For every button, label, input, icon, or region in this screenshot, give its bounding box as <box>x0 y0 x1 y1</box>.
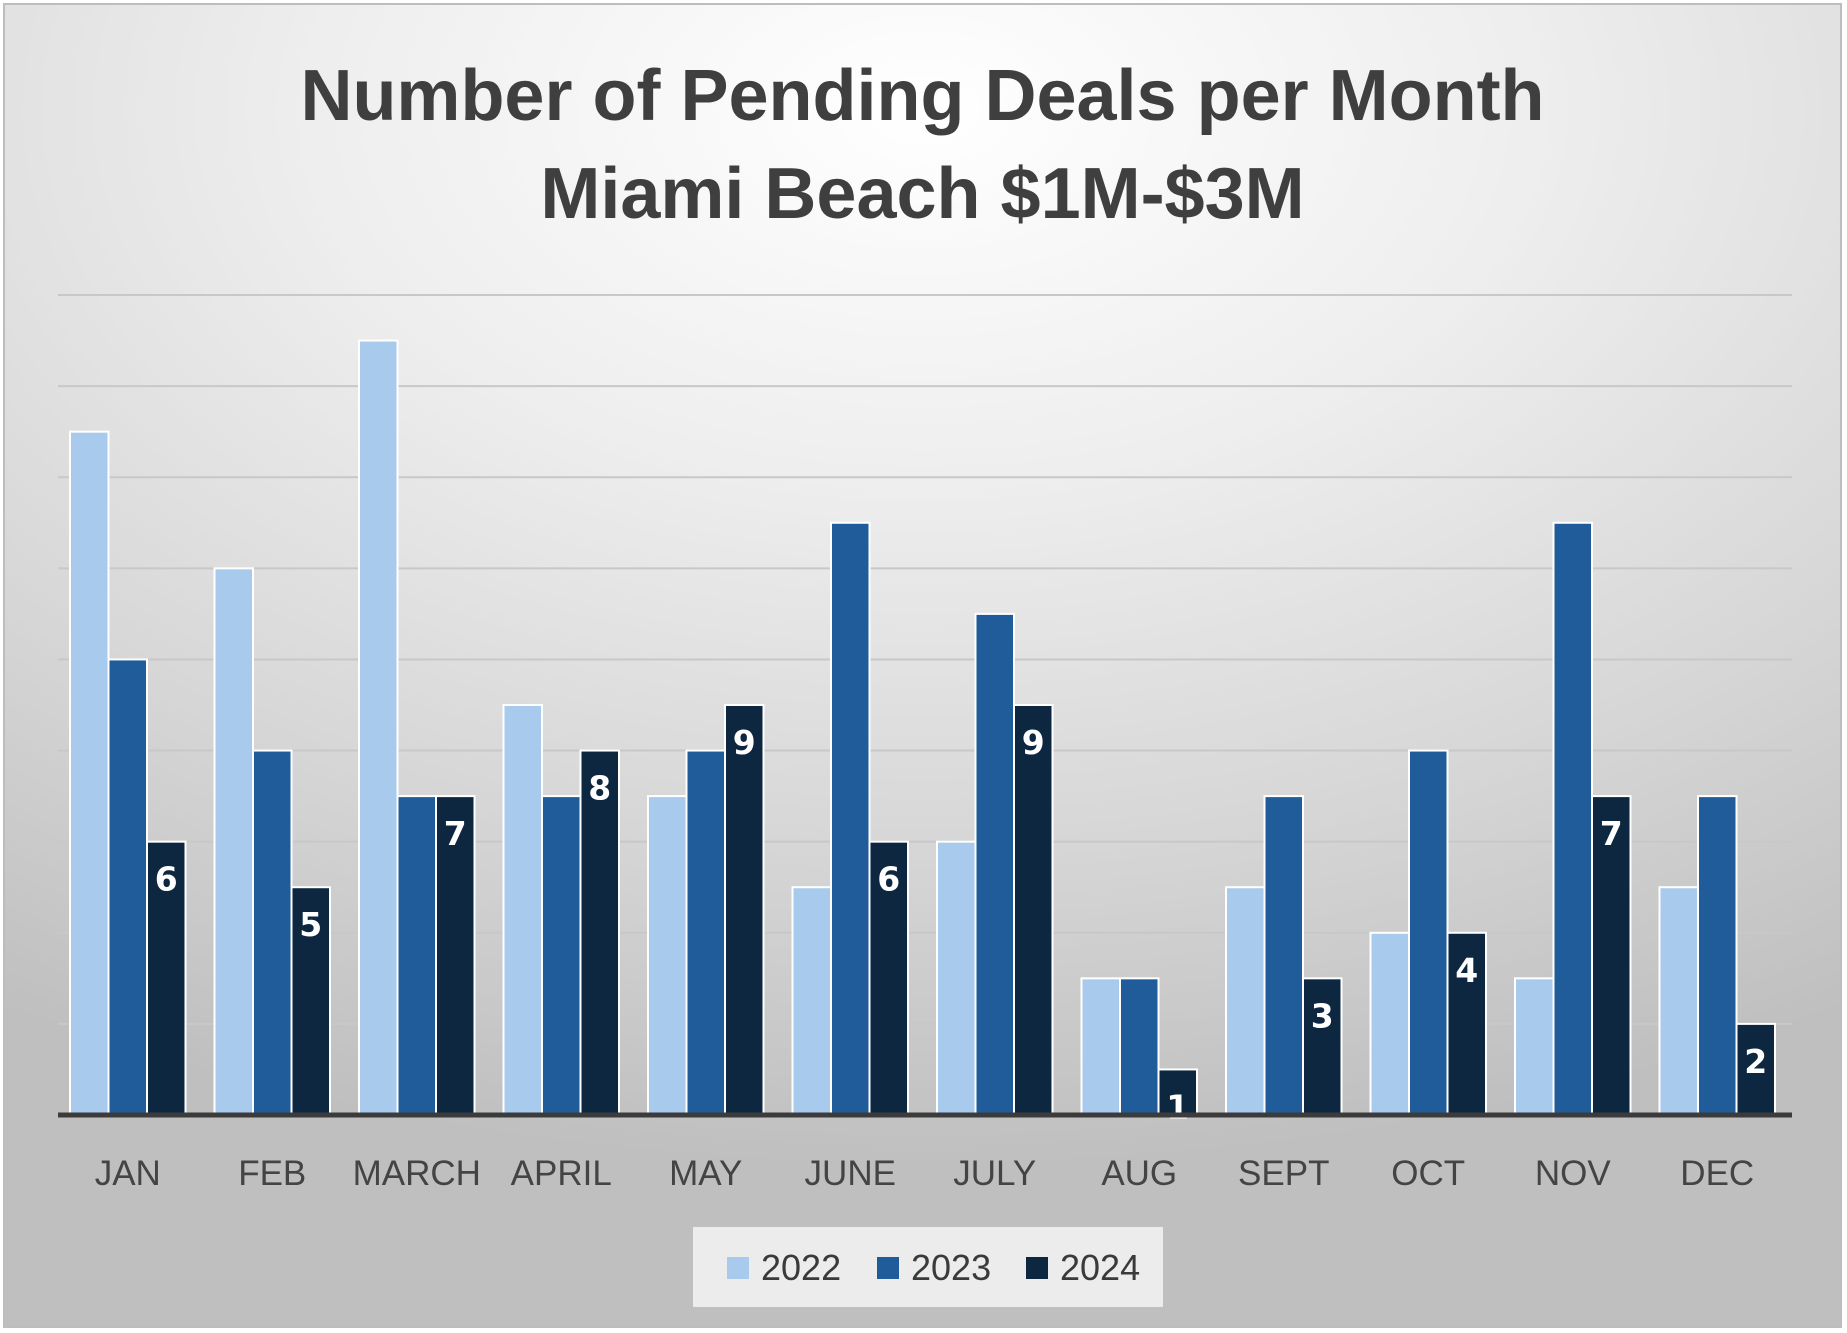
data-label-march: 7 <box>444 814 467 853</box>
bar-2024-jan <box>146 840 187 1117</box>
bar-2023-may <box>685 749 726 1116</box>
bar-2022-oct <box>1369 931 1410 1116</box>
x-axis: JAN FEB MARCH APRIL MAY JUNE JULY AUG SEPT OCT NOV… <box>58 1112 1792 1193</box>
x-tick-label: MARCH <box>353 1154 481 1193</box>
legend-swatch-2024 <box>1026 1257 1048 1279</box>
bar-2023-july <box>974 612 1015 1117</box>
legend-label-2022: 2022 <box>761 1247 841 1288</box>
data-label-sept: 3 <box>1311 996 1334 1035</box>
legend: 2022 2023 2024 <box>693 1227 1163 1307</box>
bar-2023-nov <box>1552 521 1593 1116</box>
bar-2022-dec <box>1658 886 1699 1116</box>
x-tick-label: NOV <box>1535 1154 1612 1193</box>
data-labels: 6 5 7 8 9 6 9 1 3 4 7 2 <box>155 723 1767 1126</box>
bar-2023-march <box>396 795 437 1116</box>
bar-2022-sept <box>1225 886 1266 1116</box>
x-tick-label: DEC <box>1680 1154 1754 1193</box>
bar-2022-june <box>791 886 832 1116</box>
bar-2022-jan <box>69 430 110 1116</box>
bar-2022-feb <box>213 567 254 1116</box>
bar-2023-jan <box>107 658 148 1116</box>
gridlines <box>58 294 1792 1025</box>
bar-2022-march <box>358 339 399 1116</box>
chart-title-line: Number of Pending Deals per Month <box>300 56 1545 136</box>
legend-label-2023: 2023 <box>911 1247 991 1288</box>
bar-2024-march <box>435 795 476 1116</box>
data-label-june: 6 <box>877 860 900 899</box>
legend-swatch-2023 <box>877 1257 899 1279</box>
bar-2023-april <box>541 795 582 1116</box>
chart-frame: Number of Pending Deals per Month Miami … <box>3 3 1842 1328</box>
bar-2023-sept <box>1263 795 1304 1116</box>
legend-box <box>693 1227 1163 1307</box>
bar-2022-may <box>647 795 688 1116</box>
data-label-may: 9 <box>733 723 756 762</box>
x-tick-label: APRIL <box>511 1154 612 1193</box>
bar-2023-june <box>830 521 871 1116</box>
bar-2023-dec <box>1697 795 1738 1116</box>
bar-2023-aug <box>1119 977 1160 1116</box>
x-tick-label: SEPT <box>1238 1154 1329 1193</box>
bar-2024-may <box>724 704 765 1116</box>
bar-2022-april <box>502 704 543 1116</box>
data-label-oct: 4 <box>1455 951 1478 990</box>
x-tick-label: OCT <box>1391 1154 1465 1193</box>
bar-2024-oct <box>1446 931 1487 1116</box>
bar-2022-nov <box>1514 977 1555 1116</box>
chart-title: Number of Pending Deals per Month Miami … <box>5 47 1840 243</box>
bar-2024-july <box>1013 704 1054 1116</box>
x-tick-label: AUG <box>1101 1154 1177 1193</box>
data-label-july: 9 <box>1022 723 1045 762</box>
data-label-dec: 2 <box>1744 1042 1767 1081</box>
bar-2024-nov <box>1591 795 1632 1116</box>
x-tick-label: FEB <box>238 1154 306 1193</box>
bar-2023-feb <box>252 749 293 1116</box>
chart-subtitle-line: Miami Beach $1M-$3M <box>540 154 1305 234</box>
x-tick-label: JULY <box>953 1154 1036 1193</box>
x-tick-label: JAN <box>95 1154 161 1193</box>
data-label-feb: 5 <box>299 905 322 944</box>
data-label-aug: 1 <box>1166 1087 1189 1126</box>
data-label-jan: 6 <box>155 860 178 899</box>
bar-chart: 6 5 7 8 9 6 9 1 3 4 7 2 JAN FEB MARCH APRIL MAY JUNE JULY… <box>58 294 1792 1307</box>
bar-2023-oct <box>1408 749 1449 1116</box>
data-label-april: 8 <box>588 769 611 808</box>
data-label-nov: 7 <box>1600 814 1623 853</box>
legend-label-2024: 2024 <box>1060 1247 1140 1288</box>
legend-swatch-2022 <box>727 1257 749 1279</box>
x-tick-label: JUNE <box>805 1154 896 1193</box>
bar-2024-april <box>579 749 620 1116</box>
x-tick-label: MAY <box>669 1154 742 1193</box>
bar-2024-feb <box>290 886 331 1116</box>
bar-2022-july <box>936 840 977 1117</box>
bar-2022-aug <box>1080 977 1121 1116</box>
bars <box>69 339 1776 1117</box>
